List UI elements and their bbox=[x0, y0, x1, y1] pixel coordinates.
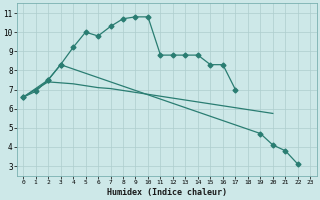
X-axis label: Humidex (Indice chaleur): Humidex (Indice chaleur) bbox=[107, 188, 227, 197]
